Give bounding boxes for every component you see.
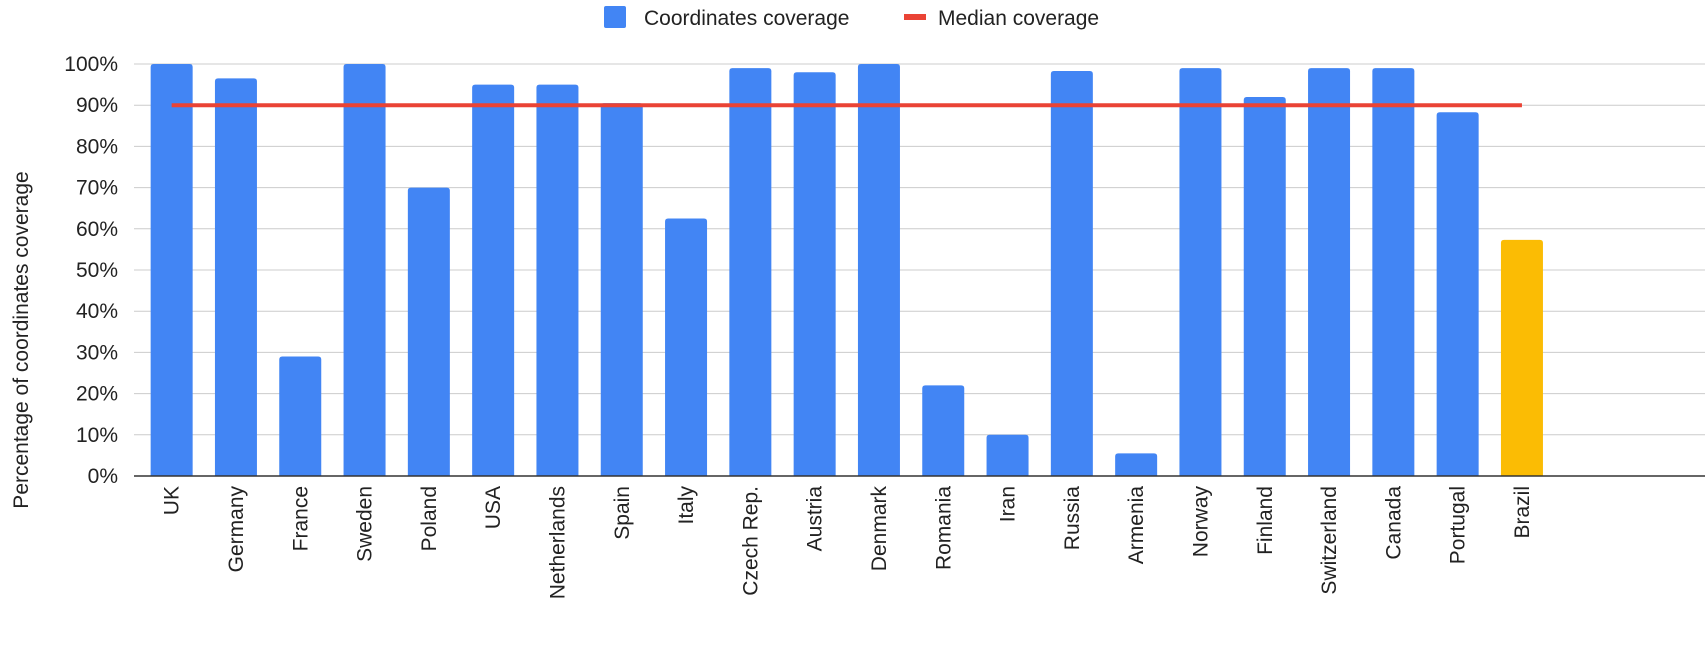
bar-france (279, 356, 322, 476)
x-tick-label: Portugal (1447, 486, 1470, 564)
y-tick-label: 80% (76, 135, 118, 158)
legend-item-median-coverage: Median coverage (904, 7, 1099, 30)
x-tick-label: Switzerland (1318, 486, 1341, 595)
y-tick-label: 10% (76, 424, 118, 447)
bar-uk (150, 64, 193, 476)
legend-swatch-median-coverage (904, 14, 926, 20)
bar-germany (214, 78, 257, 477)
bars (150, 64, 1543, 477)
x-tick-label: Finland (1254, 486, 1277, 555)
bar-austria (793, 72, 836, 477)
y-tick-label: 40% (76, 300, 118, 323)
legend-item-coordinates-coverage: Coordinates coverage (604, 6, 849, 30)
y-axis-ticks: 0% 10% 20% 30% 40% 50% 60% 70% 80% 90% 100% (64, 53, 118, 488)
bar-brazil (1500, 239, 1543, 476)
y-tick-label: 90% (76, 94, 118, 117)
y-tick-label: 50% (76, 259, 118, 282)
bar-armenia (1115, 453, 1158, 476)
legend-label-median-coverage: Median coverage (938, 7, 1099, 30)
x-tick-label: Czech Rep. (739, 486, 762, 596)
x-tick-label: Germany (225, 486, 248, 573)
bar-poland (407, 187, 450, 476)
bar-italy (665, 218, 708, 476)
bar-portugal (1436, 112, 1479, 476)
x-axis-ticks: UK Germany France Sweden Poland USA Netherland… (161, 486, 1534, 600)
x-tick-label: Italy (675, 486, 698, 525)
bar-iran (986, 434, 1029, 476)
x-tick-label: Brazil (1511, 486, 1534, 539)
x-tick-label: Norway (1189, 486, 1212, 558)
bar-finland (1243, 96, 1286, 477)
bar-usa (472, 84, 515, 476)
y-tick-label: 70% (76, 177, 118, 200)
bar-canada (1372, 68, 1415, 477)
x-tick-label: UK (161, 486, 184, 515)
bar-sweden (343, 64, 386, 476)
y-tick-label: 30% (76, 341, 118, 364)
legend-label-coordinates-coverage: Coordinates coverage (644, 7, 849, 30)
bar-russia (1050, 71, 1093, 476)
x-tick-label: Spain (611, 486, 634, 540)
legend: Coordinates coverage Median coverage (604, 6, 1099, 30)
x-tick-label: Iran (997, 486, 1020, 522)
x-tick-label: Armenia (1125, 486, 1148, 565)
bar-switzerland (1308, 68, 1351, 477)
y-tick-label: 100% (64, 53, 118, 76)
x-tick-label: France (289, 486, 312, 551)
x-tick-label: Netherlands (546, 486, 569, 599)
y-tick-label: 60% (76, 218, 118, 241)
x-tick-label: USA (482, 486, 505, 529)
y-tick-label: 0% (88, 465, 118, 488)
x-tick-label: Austria (804, 486, 827, 552)
x-tick-label: Denmark (868, 486, 891, 572)
x-tick-label: Romania (932, 486, 955, 570)
bar-norway (1179, 68, 1222, 477)
bar-romania (922, 385, 965, 476)
bar-netherlands (536, 84, 579, 476)
x-tick-label: Russia (1061, 486, 1084, 551)
x-tick-label: Sweden (354, 486, 377, 562)
y-axis-title: Percentage of coordinates coverage (10, 171, 33, 508)
bar-denmark (857, 64, 900, 476)
x-tick-label: Canada (1382, 486, 1405, 560)
bar-spain (600, 103, 643, 476)
x-tick-label: Poland (418, 486, 441, 551)
y-tick-label: 20% (76, 383, 118, 406)
bar-czech-rep (729, 68, 772, 477)
legend-swatch-coordinates-coverage (604, 6, 626, 28)
